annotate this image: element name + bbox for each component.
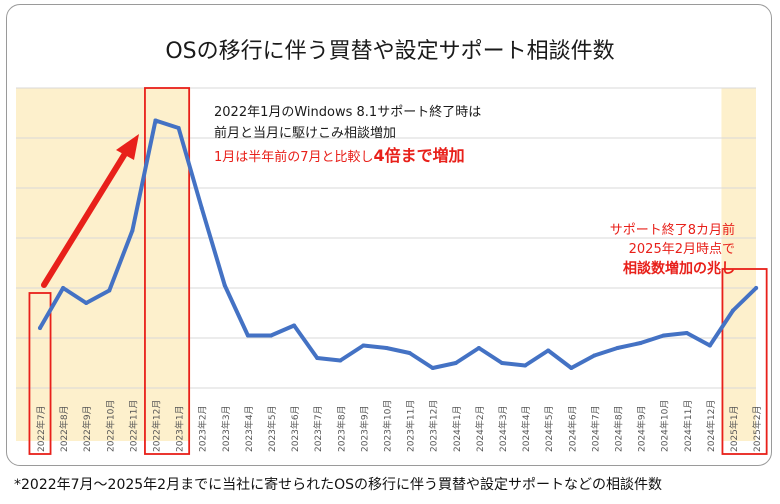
x-tick-label: 2024年9月 (636, 405, 648, 452)
highlight-band (16, 88, 191, 441)
x-tick-label: 2024年7月 (589, 405, 601, 452)
data-point (107, 288, 112, 293)
data-point (384, 346, 389, 350)
data-point (707, 343, 712, 348)
trend-arrow-shaft (41, 149, 129, 288)
data-point (130, 228, 135, 233)
data-point (661, 333, 666, 338)
data-point (569, 366, 574, 370)
data-point (84, 301, 89, 305)
x-tick-label: 2022年11月 (127, 400, 139, 452)
annotation-windows81-red-emph: 4倍まで増加 (374, 146, 465, 165)
footnote: *2022年7月～2025年2月までに当社に寄せられたOSの移行に伴う買替や設定… (14, 477, 662, 493)
data-point (407, 351, 412, 355)
x-tick-label: 2023年10月 (382, 400, 394, 452)
data-point (338, 358, 343, 363)
x-tick-label: 2024年10月 (659, 400, 671, 452)
annotation-windows81-line2: 前月と当月に駆けこみ相談増加 (214, 125, 396, 141)
annotation-windows81-red-prefix: 1月は半年前の7月と比較し (214, 149, 374, 165)
x-tick-label: 2024年2月 (474, 405, 486, 452)
x-tick-label: 2022年12月 (151, 400, 163, 452)
x-tick-label: 2023年11月 (405, 400, 417, 452)
data-point (61, 286, 66, 290)
data-point (684, 331, 689, 335)
x-tick-labels: 2022年7月 2022年8月 2022年9月 2022年10月 2022年11月 202… (35, 400, 763, 452)
highlight-boxes (28, 87, 768, 455)
data-point (638, 341, 643, 345)
gridlines (16, 87, 756, 389)
trend-arrow-head (116, 134, 139, 160)
x-tick-label: 2023年3月 (220, 405, 232, 452)
highlight-bands (16, 88, 756, 441)
chart: OSの移行に伴う買替や設定サポート相談件数 2022年7月 2022年8月 2022… (16, 39, 768, 455)
data-point (176, 126, 181, 130)
data-point (292, 323, 297, 328)
data-point (523, 363, 528, 368)
x-tick-label: 2024年4月 (520, 405, 532, 452)
highlight-band (721, 88, 756, 441)
annotation-windows81: 2022年1月のWindows 8.1サポート終了時は 前月と当月に駆けこみ相談… (214, 104, 481, 165)
data-point (754, 286, 759, 290)
data-point (153, 118, 158, 123)
x-tick-label: 2023年5月 (266, 405, 278, 452)
x-tick-label: 2022年10月 (104, 400, 116, 452)
data-point (315, 356, 320, 360)
highlight-box (28, 292, 52, 455)
data-point (453, 361, 458, 365)
data-point (361, 343, 366, 348)
x-tick-label: 2023年12月 (428, 400, 440, 452)
data-point (476, 346, 481, 350)
x-tick-label: 2023年6月 (289, 405, 301, 452)
data-point (222, 283, 227, 288)
x-tick-label: 2024年8月 (613, 405, 625, 452)
annotation-windows81-red: 1月は半年前の7月と比較し4倍まで増加 (214, 146, 465, 165)
x-tick-label: 2023年4月 (243, 405, 255, 452)
data-point (615, 346, 620, 350)
x-tick-label: 2022年9月 (81, 405, 93, 452)
data-point (245, 333, 250, 338)
data-point (269, 333, 273, 338)
annotation-2025-line1: サポート終了8カ月前 (610, 222, 735, 238)
highlight-box (144, 87, 191, 455)
data-point (430, 366, 435, 370)
annotation-2025-line2: 2025年2月時点で (629, 242, 735, 257)
data-point (546, 348, 551, 353)
x-tick-label: 2024年11月 (682, 400, 694, 452)
x-tick-label: 2024年12月 (705, 400, 717, 452)
data-point (38, 326, 42, 330)
x-tick-label: 2025年1月 (728, 405, 740, 452)
data-point (199, 206, 204, 210)
x-tick-label: 2023年7月 (312, 405, 324, 452)
x-tick-label: 2024年3月 (497, 405, 509, 452)
series-layer (38, 118, 759, 370)
chart-title: OSの移行に伴う買替や設定サポート相談件数 (165, 39, 614, 64)
x-tick-label: 2022年8月 (58, 405, 70, 452)
x-tick-label: 2024年1月 (451, 405, 463, 452)
x-tick-label: 2024年5月 (543, 405, 555, 452)
x-tick-label: 2023年9月 (358, 405, 370, 452)
data-point (731, 308, 735, 313)
x-tick-label: 2023年2月 (197, 405, 209, 452)
annotation-2025: サポート終了8カ月前 2025年2月時点で 相談数増加の兆し (610, 222, 735, 277)
data-point (592, 353, 597, 358)
x-tick-label: 2025年2月 (751, 405, 763, 452)
highlight-box (721, 268, 768, 455)
data-point (500, 361, 504, 365)
x-tick-label: 2023年1月 (174, 405, 186, 452)
annotation-2025-emph: 相談数増加の兆し (623, 260, 735, 277)
x-tick-label: 2024年6月 (566, 405, 578, 452)
annotation-windows81-line1: 2022年1月のWindows 8.1サポート終了時は (214, 104, 481, 120)
series-line (38, 118, 759, 370)
x-tick-label: 2022年7月 (35, 405, 47, 452)
x-tick-label: 2023年8月 (335, 405, 347, 452)
